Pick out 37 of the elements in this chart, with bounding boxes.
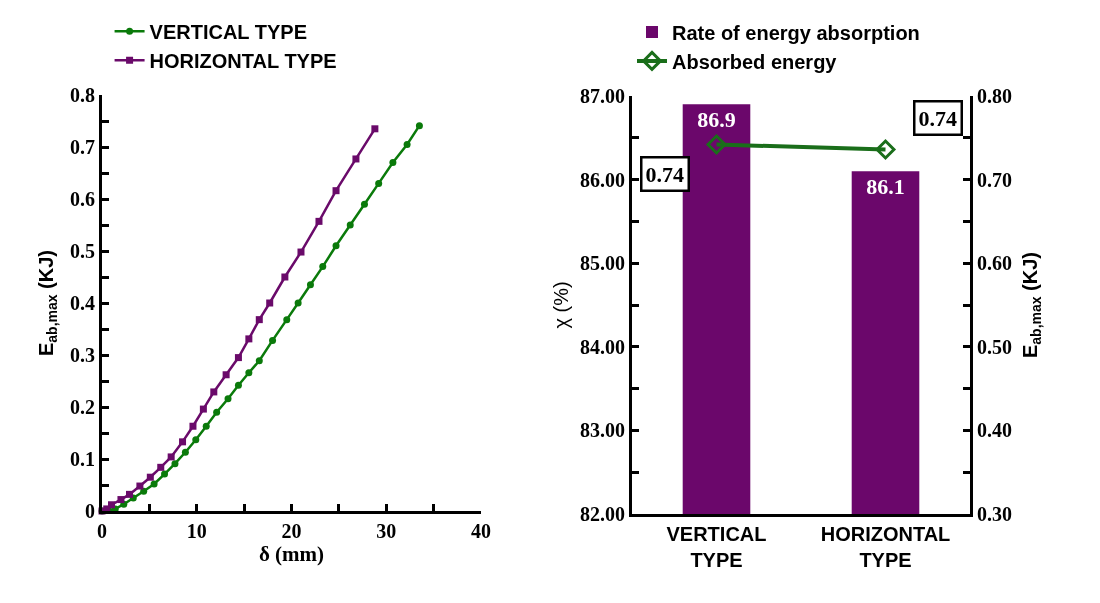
y-tick-label: 0.2 [70, 396, 95, 418]
y2-tick-label: 0.40 [977, 419, 1012, 442]
y2-tick-label: 0.80 [977, 85, 1012, 107]
y2-tick-label: 0.30 [977, 503, 1012, 525]
y2-tick-label: 0.60 [977, 252, 1012, 275]
x-axis-title: δ (mm) [258, 542, 325, 566]
x-tick-label: HORIZONTAL TYPE [820, 523, 951, 571]
legend-label: HORIZONTAL TYPE [149, 50, 337, 73]
x-tick-label: 40 [471, 520, 491, 542]
y-tick-label: 0.3 [70, 344, 95, 366]
y2-tick-label: 0.50 [977, 335, 1012, 358]
x-tick-label: VERTICAL TYPE [666, 523, 767, 571]
legend-label: Rate of energy absorption [672, 21, 920, 44]
data-label: 86.9 [697, 107, 736, 133]
data-label: 0.74 [645, 161, 684, 187]
y-tick-label: 83.00 [580, 419, 625, 442]
x-tick-label: 30 [376, 520, 397, 542]
y-axis-title: χ (%) [550, 281, 572, 329]
y-tick-label: 0.8 [70, 84, 95, 106]
y-tick-label: 0.5 [70, 240, 95, 262]
y-tick-label: 0 [85, 500, 95, 522]
legend-label: Absorbed energy [672, 50, 838, 73]
y-tick-label: 82.00 [580, 503, 625, 525]
y-tick-label: 87.00 [580, 85, 625, 107]
data-label: 0.74 [918, 105, 957, 131]
y-tick-label: 0.7 [70, 136, 95, 158]
y-tick-label: 0.1 [70, 448, 95, 470]
y-tick-label: 86.00 [580, 168, 625, 191]
y-tick-label: 0.4 [70, 292, 95, 314]
data-label: 86.1 [866, 174, 905, 200]
legend-label: VERTICAL TYPE [149, 21, 308, 44]
x-tick-label: 20 [281, 520, 302, 542]
y2-tick-label: 0.70 [977, 168, 1012, 191]
y-tick-label: 0.6 [70, 188, 95, 210]
x-tick-label: 10 [186, 520, 207, 542]
y-tick-label: 84.00 [580, 335, 625, 358]
y-tick-label: 85.00 [580, 252, 625, 275]
